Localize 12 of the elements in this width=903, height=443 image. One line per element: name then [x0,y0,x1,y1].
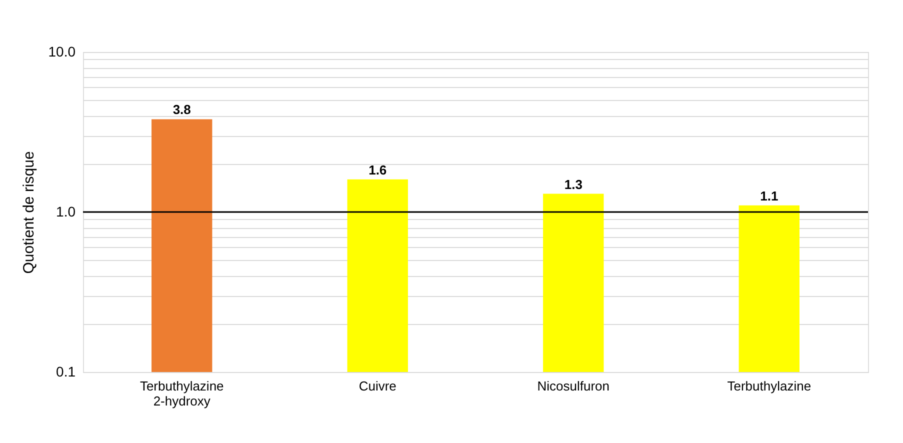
y-tick-label: 0.1 [56,364,76,380]
x-tick-label: Terbuthylazine [727,378,812,394]
x-tick-label: Terbuthylazine 2-hydroxy [140,378,224,408]
data-label: 1.6 [368,162,387,178]
y-axis-title: Quotient de risque [20,151,38,274]
data-label: 1.3 [564,176,582,192]
data-label: 1.1 [760,188,778,204]
y-tick-label: 1.0 [56,204,76,220]
x-tick-label: Cuivre [358,378,396,394]
x-tick-label: Nicosulfuron [537,378,610,394]
y-tick-label: 10.0 [48,44,76,60]
data-label: 3.8 [172,102,191,118]
